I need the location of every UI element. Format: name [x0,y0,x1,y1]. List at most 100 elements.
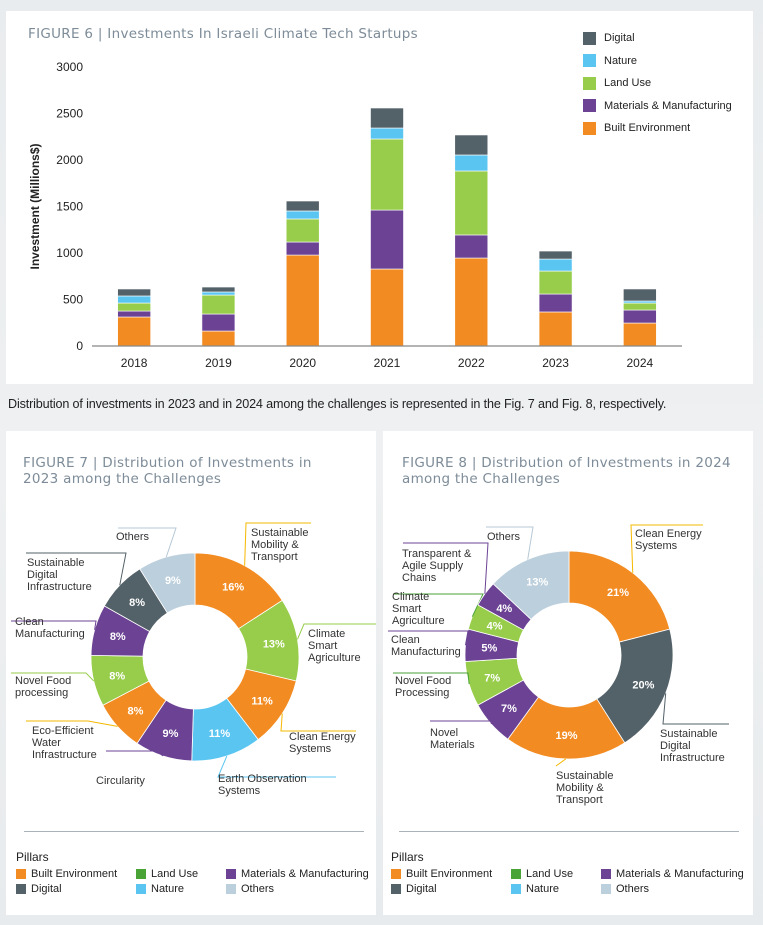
pillar-swatch [136,884,146,894]
bar-segment-built-environment-2021 [370,268,404,347]
slice-label-others: Others [116,531,149,543]
slice-label-line: Transport [556,794,603,806]
donut-slice-sustainable-digital-infrastructure [596,628,674,744]
bar-segment-built-environment-2024 [623,322,657,347]
slice-label-line: Chains [402,572,437,584]
slice-label-line: Sustainable [660,728,718,740]
slice-label-line: Others [487,531,521,543]
donut-value-label: 4% [496,603,512,615]
bar-segment-land-use-2022 [454,170,489,236]
slice-label-sustainable-digital-infrastructure: Sustainable Digital Infrastructure [660,728,725,764]
slice-label-line: Mobility & [251,539,299,551]
leader-line [244,522,311,566]
donut-value-label: 16% [222,582,244,594]
bar-segment-materials-and-manufacturing-2020 [285,241,320,256]
leader-line [403,542,489,594]
pillar-item-digital: Digital [16,883,136,895]
bar-segment-built-environment-2022 [454,257,489,347]
donut-value-label: 20% [632,679,654,691]
leader-line [393,672,470,685]
pillars-title: Pillars [391,850,424,864]
slice-label-line: Clean Energy [635,528,702,540]
donut-value-label: 4% [487,621,503,633]
bar-segment-digital-2022 [454,134,489,156]
figure-8-donut-chart: 21% 20% 19% 7% 7% 5% 4% 4% 13% [388,524,729,767]
donut-value-label: 8% [129,597,145,609]
pillar-label: Built Environment [406,868,493,880]
donut-value-label: 8% [110,631,126,643]
figure-6-legend: Digital Nature Land Use Materials & Manufac… [583,27,732,140]
pillar-swatch [601,869,611,879]
slice-label-line: Sustainable [251,527,309,539]
slice-label-line: Smart [392,603,422,615]
slice-label-line: Agriculture [392,615,445,627]
pillars-title: Pillars [16,850,49,864]
legend-swatch [583,31,596,45]
legend-item-land-use: Land Use [583,72,732,95]
slice-label-sustainable-mobility-and-transport: Sustainable Mobility & Transport [251,527,309,563]
slice-label-line: Others [116,531,150,543]
slice-label-line: Digital [27,569,58,581]
donut-slice-others [492,550,570,620]
x-tick-label: 2019 [205,356,232,370]
divider [24,831,364,832]
bar-segment-digital-2024 [623,288,657,302]
legend-swatch [583,121,596,135]
bar-segment-digital-2023 [538,250,573,260]
slice-label-line: Systems [635,540,678,552]
slice-label-transparent-and-agile-supply-chains: Transparent & Agile Supply Chains [402,548,471,584]
donut-value-label: 11% [209,728,231,740]
slice-label-clean-manufacturing: Clean Manufacturing [15,616,85,640]
slice-label-circularity: Circularity [96,775,145,787]
bar-segment-digital-2018 [117,288,151,297]
legend-item-built-environment: Built Environment [583,117,732,140]
pillar-item-land-use: Land Use [511,868,601,880]
donut-value-label: 19% [555,730,577,742]
slice-label-line: Circularity [96,775,145,787]
leader-line [388,630,469,646]
donut-value-label: 8% [109,670,125,682]
slice-label-line: processing [15,687,69,699]
slice-label-line: Climate [392,591,430,603]
legend-label: Materials & Manufacturing [604,99,732,112]
leader-line [662,693,729,725]
leader-line [430,720,494,725]
donut-slice-others [139,552,196,614]
slice-label-line: Transport [251,551,298,563]
legend-label: Nature [604,54,638,67]
pillar-swatch [226,884,236,894]
slice-label-line: Manufacturing [15,628,85,640]
legend-item-digital: Digital [583,27,732,50]
figure-7-pillars-legend: Pillars Built Environment Land Use Materia… [16,831,369,895]
figure-7-title: FIGURE 7 | Distribution of Investments i… [23,455,312,487]
bar-segment-materials-and-manufacturing-2022 [454,234,489,259]
donut-value-label: 9% [165,575,181,587]
figure-8-title: FIGURE 8 | Distribution of Investments i… [402,455,731,487]
y-tick-label: 1000 [56,246,83,260]
pillar-item-materials-and-manufacturing: Materials & Manufacturing [226,868,376,880]
slice-label-novel-materials: Novel Materials [430,727,475,751]
slice-label-line: Manufacturing [391,646,461,658]
leader-line [486,526,534,560]
pillar-swatch [136,869,146,879]
x-tick-label: 2024 [627,356,654,370]
slice-label-line: Materials [430,739,475,751]
donut-value-label: 9% [163,728,179,740]
bar-segment-nature-2022 [454,154,489,172]
figure-8-card: FIGURE 8 | Distribution of Investments i… [383,431,753,915]
pillar-label: Others [241,883,275,895]
slice-label-line: Processing [395,687,450,699]
y-tick-label: 0 [76,339,83,353]
slice-label-line: Water [32,737,61,749]
leader-line [297,623,376,640]
pillar-item-others: Others [601,883,751,895]
figure-7-donut-chart: 16% 13% 11% 11% 9% 8% 8% 8% 8% 9% [11,522,376,778]
slice-label-climate-smart-agriculture: Climate Smart Agriculture [392,591,445,627]
pillar-label: Digital [31,883,62,895]
pillar-item-materials-and-manufacturing: Materials & Manufacturing [601,868,751,880]
slice-label-line: Clean [391,634,420,646]
pillar-swatch [16,884,26,894]
donut-value-label: 8% [127,705,143,717]
divider [399,831,739,832]
pillar-label: Land Use [526,868,574,880]
